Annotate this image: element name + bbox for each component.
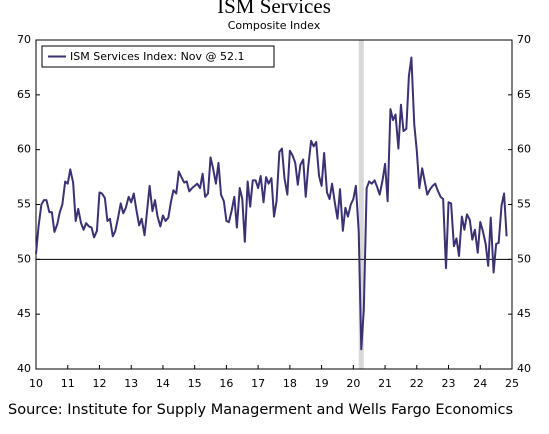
x-tick-label: 25 (505, 377, 519, 390)
chart-subtitle: Composite Index (228, 19, 321, 32)
x-tick-label: 19 (315, 377, 329, 390)
x-tick-label: 22 (410, 377, 424, 390)
x-tick-label: 10 (29, 377, 43, 390)
y-tick-label: 60 (17, 143, 31, 156)
series-line (35, 56, 508, 351)
y2-tick-label: 50 (517, 252, 531, 265)
chart-title: ISM Services (217, 0, 331, 18)
y2-tick-label: 65 (517, 88, 531, 101)
y-tick-label: 55 (17, 198, 31, 211)
x-tick-label: 12 (92, 377, 106, 390)
y-tick-label: 40 (17, 362, 31, 375)
x-tick-label: 16 (219, 377, 233, 390)
source-note: Source: Institute for Supply Managerment… (8, 402, 513, 418)
recession-shade (358, 40, 364, 369)
y2-tick-label: 55 (517, 198, 531, 211)
x-tick-label: 15 (188, 377, 202, 390)
x-tick-label: 20 (346, 377, 360, 390)
y2-tick-label: 40 (517, 362, 531, 375)
y2-tick-label: 70 (517, 33, 531, 46)
y-tick-label: 45 (17, 307, 31, 320)
x-tick-label: 11 (61, 377, 75, 390)
x-tick-label: 21 (378, 377, 392, 390)
x-tick-label: 13 (124, 377, 138, 390)
legend-box (41, 45, 275, 68)
y2-tick-label: 60 (517, 143, 531, 156)
y2-tick-label: 45 (517, 307, 531, 320)
x-tick-label: 24 (473, 377, 487, 390)
x-tick-label: 17 (251, 377, 265, 390)
x-tick-label: 14 (156, 377, 170, 390)
y-tick-label: 70 (17, 33, 31, 46)
y-tick-label: 50 (17, 252, 31, 265)
y-tick-label: 65 (17, 88, 31, 101)
x-tick-label: 18 (283, 377, 297, 390)
legend-label: ISM Services Index: Nov @ 52.1 (70, 50, 245, 63)
x-tick-label: 23 (442, 377, 456, 390)
